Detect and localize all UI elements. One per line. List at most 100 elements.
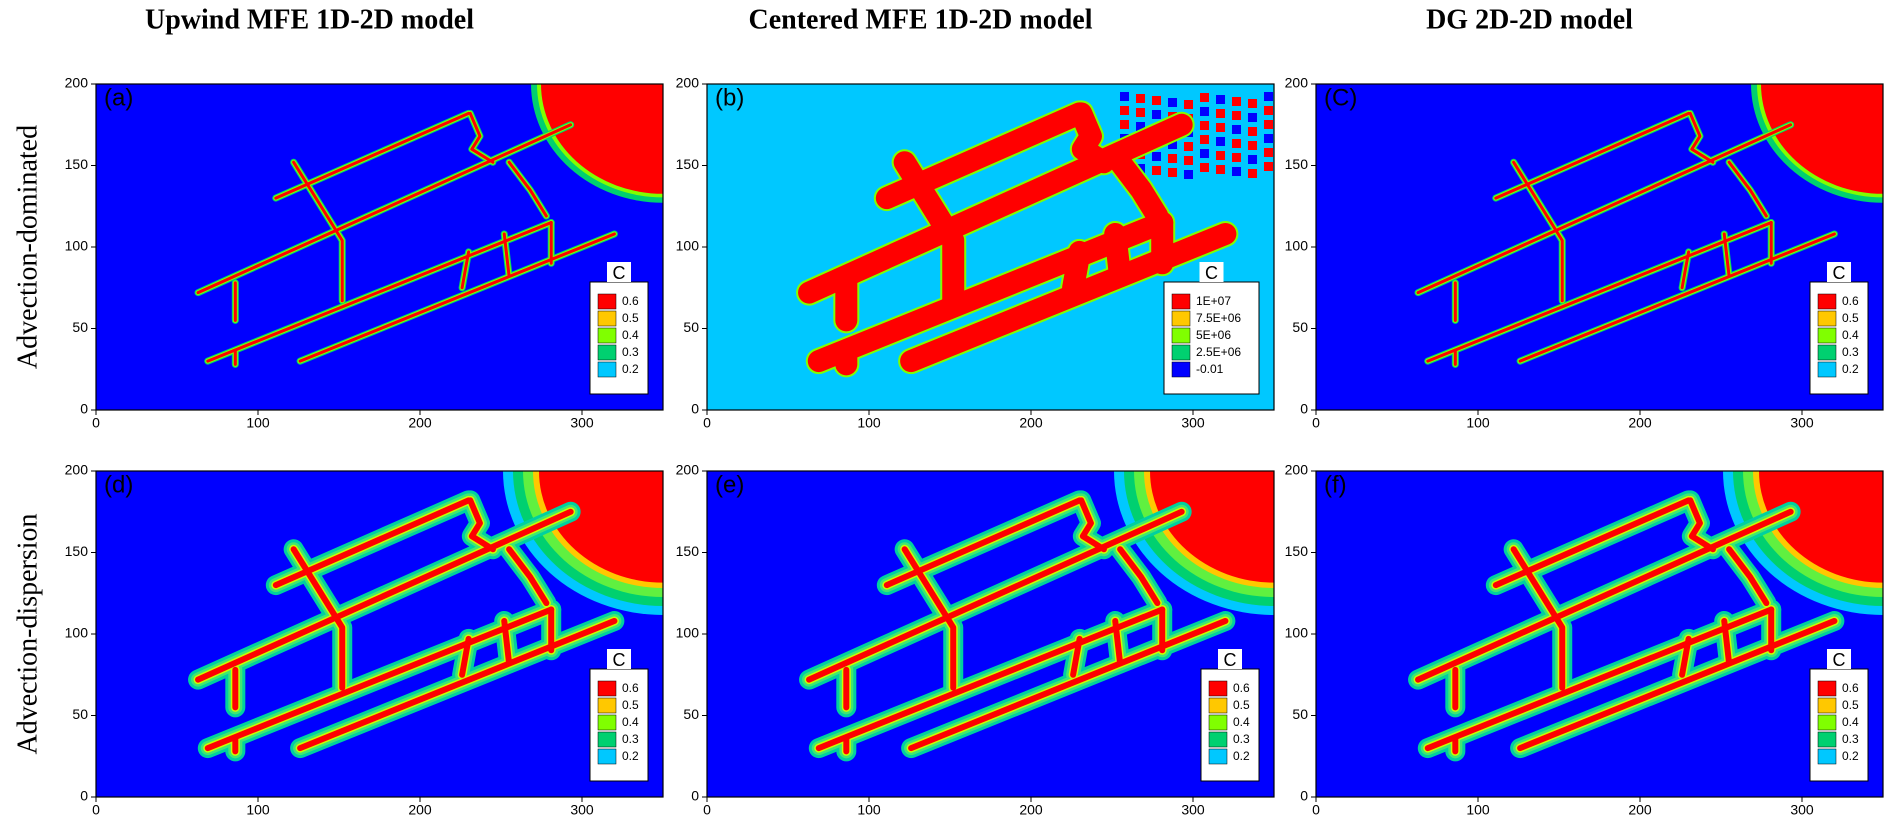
panel-label: (d)	[104, 471, 133, 498]
legend-swatch	[597, 697, 617, 714]
oscillation	[1248, 113, 1257, 122]
legend-label: 0.3	[622, 732, 639, 746]
legend-swatch	[597, 293, 617, 310]
y-tick-label: 50	[72, 706, 88, 722]
legend-swatch	[1817, 714, 1837, 731]
legend-label: -0.01	[1196, 362, 1224, 376]
legend-swatch	[1171, 293, 1191, 310]
legend-label: 0.3	[622, 345, 639, 359]
legend-label: 0.4	[1842, 328, 1859, 342]
oscillation	[1232, 139, 1241, 148]
oscillation	[1232, 153, 1241, 162]
oscillation	[1216, 95, 1225, 104]
legend-title-box	[1218, 649, 1242, 669]
fracture	[1510, 546, 1566, 691]
fracture	[298, 232, 616, 363]
legend-swatch	[597, 344, 617, 361]
fracture	[292, 160, 344, 303]
fracture	[1726, 546, 1770, 607]
oscillation	[1120, 106, 1129, 115]
y-tick-label: 100	[65, 625, 89, 641]
oscillation	[1232, 167, 1241, 176]
x-tick-label: 200	[408, 415, 432, 431]
oscillation	[1136, 94, 1145, 103]
oscillation	[1248, 155, 1257, 164]
oscillation	[1248, 169, 1257, 178]
fracture	[459, 635, 472, 678]
fracture	[1687, 497, 1716, 553]
legend-title-box	[1199, 262, 1224, 282]
legend-swatch	[1817, 680, 1837, 697]
legend-label: 0.3	[1842, 345, 1859, 359]
y-tick-label: 50	[72, 319, 88, 335]
oscillation	[1200, 121, 1209, 130]
x-tick-label: 200	[1628, 415, 1652, 431]
legend-swatch	[1817, 731, 1837, 748]
oscillation	[1264, 134, 1273, 143]
fracture	[893, 151, 965, 312]
x-tick-label: 300	[1181, 802, 1205, 816]
fracture	[815, 606, 1166, 752]
y-tick-label: 0	[1300, 401, 1308, 417]
fracture	[468, 111, 495, 164]
fracture	[1416, 123, 1793, 295]
legend-label: 0.3	[1842, 732, 1859, 746]
fracture	[1070, 635, 1083, 678]
column-title: DG 2D-2D model	[1426, 4, 1633, 35]
y-tick-label: 0	[691, 788, 699, 804]
panel-label: (b)	[715, 84, 744, 111]
fracture	[1415, 508, 1794, 683]
fracture	[1679, 635, 1692, 678]
y-tick-label: 50	[1292, 706, 1308, 722]
legend-label: 0.2	[622, 749, 639, 763]
legend-swatch	[1208, 697, 1228, 714]
legend-swatch	[1171, 327, 1191, 344]
x-tick-label: 200	[1019, 415, 1043, 431]
fracture	[460, 250, 471, 290]
legend-swatch	[597, 327, 617, 344]
legend-swatch	[597, 310, 617, 327]
oscillation	[1216, 137, 1225, 146]
legend-swatch	[1817, 344, 1837, 361]
oscillation	[1232, 97, 1241, 106]
plot-area	[96, 471, 663, 797]
legend-swatch	[1208, 731, 1228, 748]
oscillation	[1168, 98, 1177, 107]
legend-title-box	[1827, 649, 1851, 669]
x-tick-label: 200	[1019, 802, 1043, 816]
x-tick-label: 300	[1181, 415, 1205, 431]
x-tick-label: 100	[1466, 415, 1490, 431]
legend-label: 2.5E+06	[1196, 345, 1241, 359]
legend-label: 0.4	[622, 328, 639, 342]
fracture	[206, 221, 553, 363]
plot-area	[707, 471, 1274, 797]
fracture	[196, 123, 573, 295]
oscillation	[1152, 110, 1161, 119]
source-zone	[1759, 471, 1883, 583]
fracture	[204, 606, 555, 752]
x-tick-label: 100	[246, 415, 270, 431]
fracture	[1517, 617, 1838, 752]
legend-label: 0.2	[1842, 362, 1859, 376]
legend-swatch	[1817, 310, 1837, 327]
legend-label: 0.6	[622, 294, 639, 308]
legend-label: 0.6	[1842, 294, 1859, 308]
y-tick-label: 100	[1285, 625, 1309, 641]
x-tick-label: 300	[1790, 415, 1814, 431]
plot-area	[707, 84, 1274, 410]
oscillation	[1216, 109, 1225, 118]
oscillation	[1168, 168, 1177, 177]
fracture	[1727, 160, 1768, 218]
panel-label: (e)	[715, 471, 744, 498]
fracture	[502, 232, 511, 278]
y-tick-label: 200	[65, 462, 89, 478]
legend-title: C	[1833, 650, 1846, 670]
plot-area	[1316, 471, 1883, 797]
legend-label: 0.4	[1233, 715, 1250, 729]
legend-label: 0.6	[622, 681, 639, 695]
oscillation	[1152, 96, 1161, 105]
fracture	[1424, 606, 1775, 752]
panel-label: (f)	[1324, 471, 1347, 498]
source-zone	[541, 84, 663, 194]
